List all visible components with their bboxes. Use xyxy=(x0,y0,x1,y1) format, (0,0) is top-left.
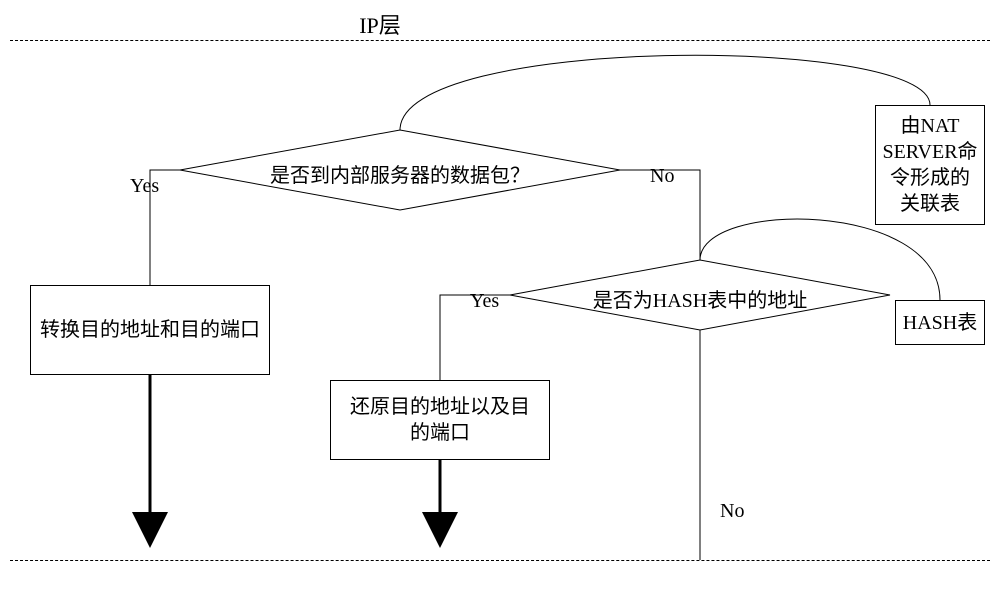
d1-no-label: No xyxy=(650,165,674,188)
nat-table-box: 由NATSERVER命令形成的关联表 xyxy=(875,105,985,225)
diagram-title: IP层 xyxy=(320,8,440,40)
hash-table-box: HASH表 xyxy=(895,300,985,345)
diagram-canvas: IP层 是否到内部服务器的数据包？ 是否为HASH表中的地址 由NATSERVE… xyxy=(0,0,1000,601)
d1-yes-label: Yes xyxy=(130,175,159,198)
decision-1-label: 是否到内部服务器的数据包？ xyxy=(180,159,620,188)
convert-address-box: 转换目的地址和目的端口 xyxy=(30,285,270,375)
dash-bottom xyxy=(10,560,990,561)
d2-no-label: No xyxy=(720,500,744,523)
d2-yes-label: Yes xyxy=(470,290,499,313)
decision-2-label: 是否为HASH表中的地址 xyxy=(510,284,890,313)
restore-address-box: 还原目的地址以及目的端口 xyxy=(330,380,550,460)
dash-top xyxy=(10,40,990,41)
